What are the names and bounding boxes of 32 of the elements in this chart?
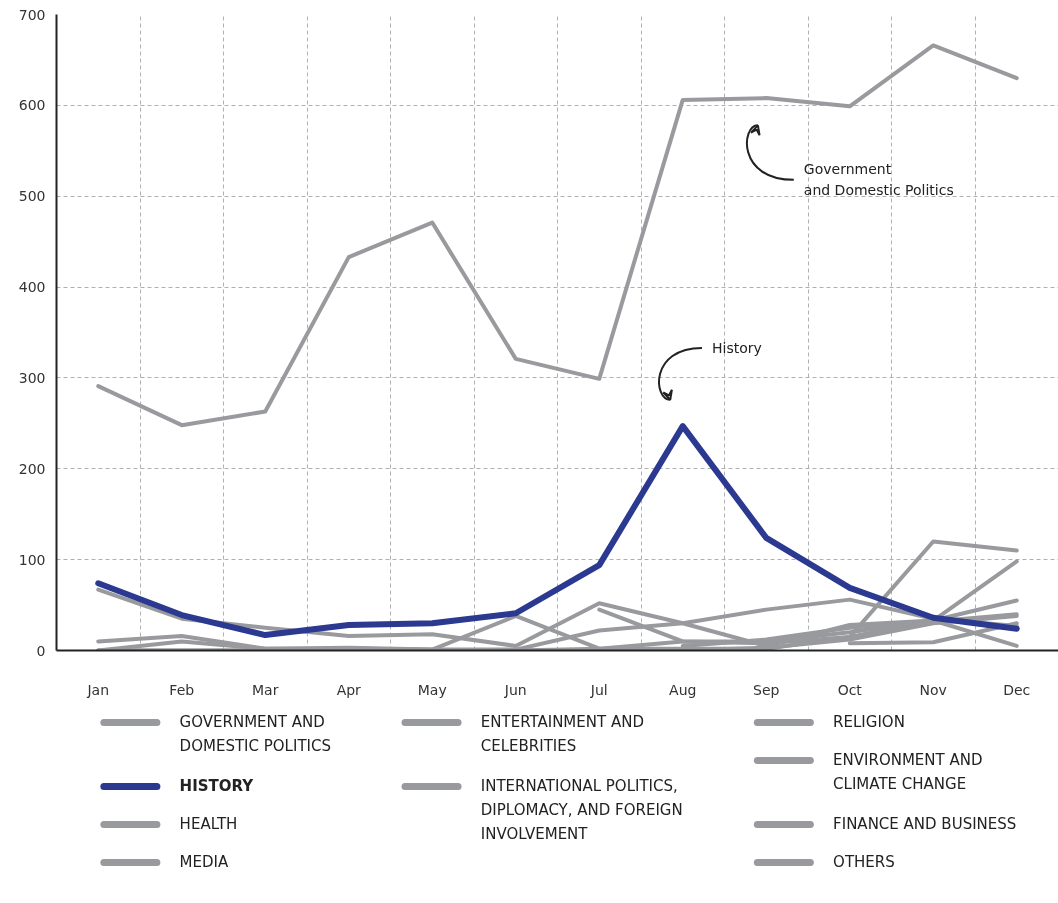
legend-label: FINANCE AND BUSINESS [833, 814, 1017, 833]
y-tick-label: 500 [18, 188, 46, 205]
x-tick-label: Feb [169, 681, 195, 698]
x-tick-label: Oct [837, 681, 863, 698]
x-tick-label: Aug [669, 681, 697, 698]
legend-label: HISTORY [179, 776, 255, 795]
x-tick-label: Jun [503, 681, 527, 698]
y-tick-label: 100 [18, 551, 46, 568]
legend-label: ENTERTAINMENT AND CELEBRITIES [480, 712, 644, 755]
y-tick-label: 700 [18, 6, 46, 23]
x-tick-label: Mar [252, 681, 279, 698]
y-tick-label: 400 [18, 279, 46, 296]
x-tick-label: Nov [919, 681, 947, 698]
x-tick-label: Jul [589, 681, 608, 698]
y-tick-label: 0 [36, 642, 46, 659]
annotation: History [711, 339, 762, 356]
y-tick-label: 300 [18, 369, 46, 386]
x-tick-label: Sep [753, 681, 780, 698]
legend-label: OTHERS [833, 852, 895, 871]
y-tick-label: 200 [18, 460, 46, 477]
legend-label: ENVIRONMENT AND CLIMATE CHANGE [833, 750, 983, 793]
annotation: Government and Domestic Politics [803, 161, 954, 199]
x-tick-label: Dec [1003, 681, 1031, 698]
legend-label: MEDIA [179, 852, 230, 871]
legend-label: INTERNATIONAL POLITICS, DIPLOMACY, AND FOREIGN INVOLVEMENT [480, 776, 683, 844]
y-tick-label: 600 [18, 97, 46, 114]
x-tick-label: May [417, 681, 447, 698]
legend-label: GOVERNMENT AND DOMESTIC POLITICS [179, 712, 331, 755]
x-tick-label: Apr [336, 681, 362, 698]
legend-label: HEALTH [179, 814, 238, 833]
legend-label: RELIGION [833, 712, 905, 731]
x-tick-label: Jan [86, 681, 110, 698]
